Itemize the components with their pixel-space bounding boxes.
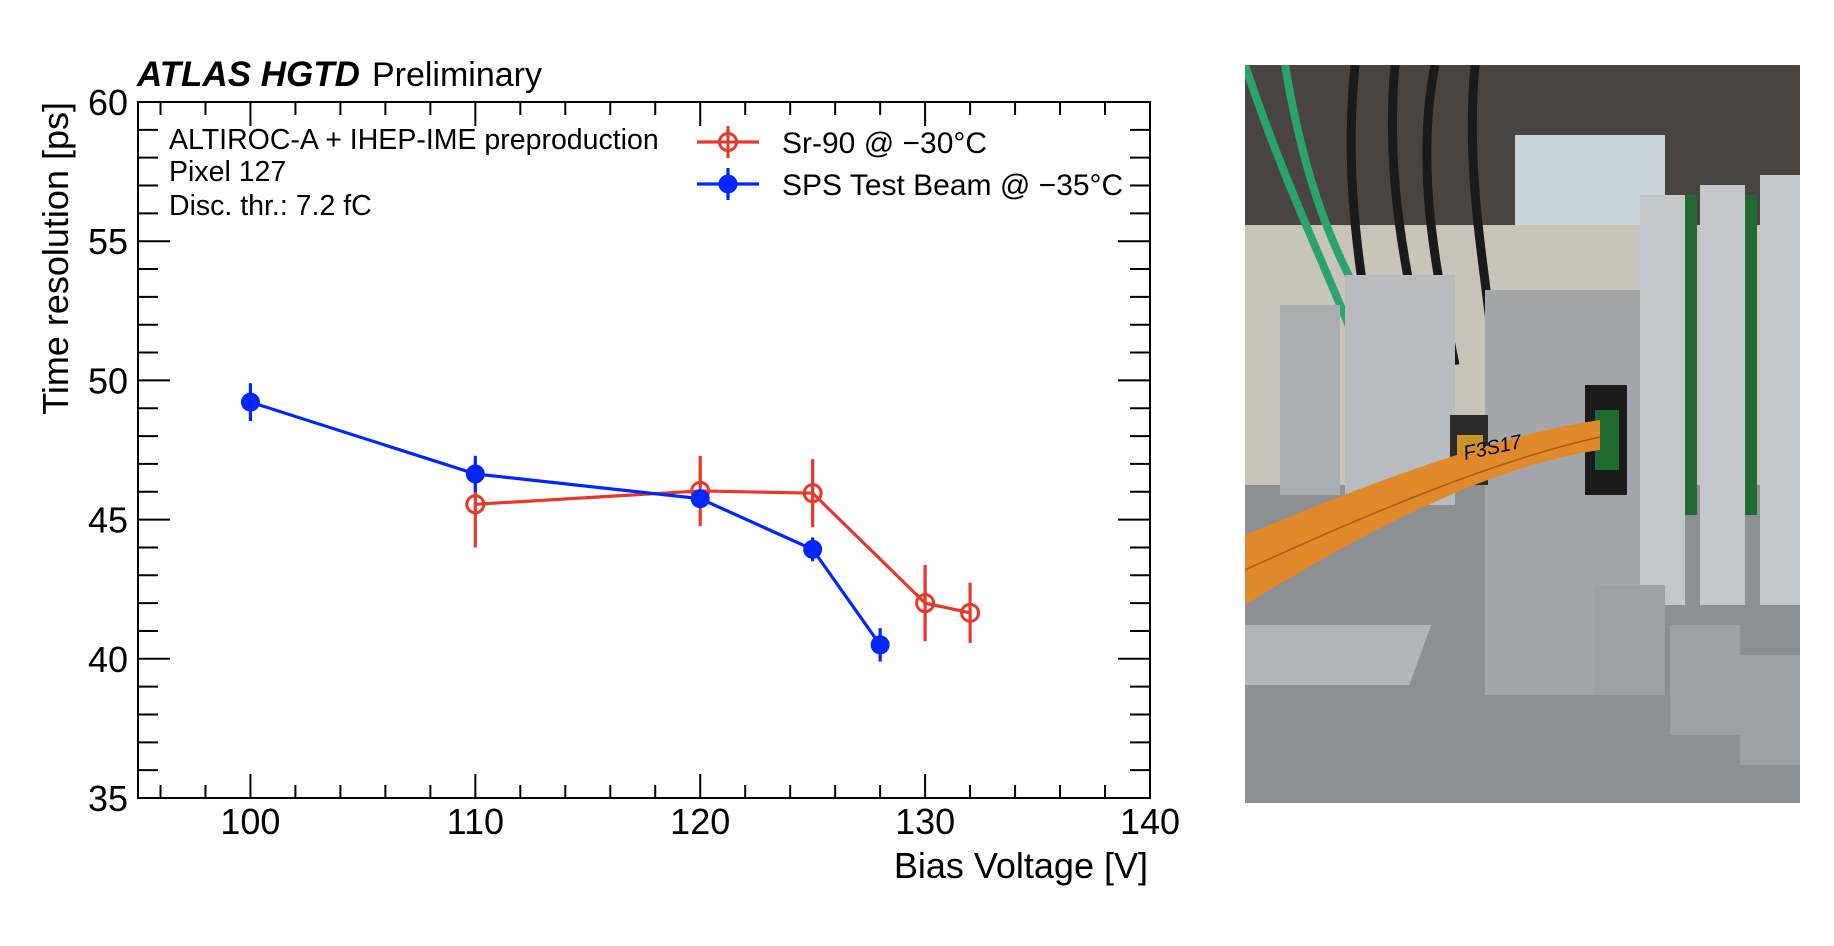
data-point <box>803 539 823 559</box>
series-sps-test-beam <box>240 383 890 662</box>
legend-label: SPS Test Beam @ −35°C <box>782 169 1123 202</box>
annotation-block: ALTIROC-A + IHEP-IME preproduction Pixel… <box>169 124 659 222</box>
annotation-line: ALTIROC-A + IHEP-IME preproduction <box>169 124 659 156</box>
plot-frame <box>137 101 1151 799</box>
flex-cable-highlight <box>1245 436 1601 571</box>
blade-pcb-1 <box>1685 195 1697 515</box>
chart: ATLAS HGTD Preliminary 100 110 120 130 140 3… <box>35 55 1180 886</box>
legend-marker-open-circle <box>697 126 759 158</box>
y-tick-labels: 35 40 45 50 55 60 <box>88 82 128 819</box>
blade-foot-2 <box>1670 625 1740 735</box>
x-tick-labels: 100 110 120 130 140 <box>220 801 1180 842</box>
axis-ticks <box>138 101 1151 799</box>
data-point <box>802 483 823 504</box>
detector-setup-photo: F3S17 <box>1245 65 1800 803</box>
x-axis-label: Bias Voltage [V] <box>894 845 1148 886</box>
detector-blade-2 <box>1700 185 1745 605</box>
data-point <box>870 635 890 655</box>
chart-title: ATLAS HGTD Preliminary <box>136 55 542 94</box>
y-tick-label: 55 <box>88 221 128 262</box>
y-axis-label: Time resolution [ps] <box>35 102 76 415</box>
y-tick-label: 40 <box>88 639 128 680</box>
series-sr90 <box>465 455 981 643</box>
x-tick-label: 130 <box>895 801 955 842</box>
status-label: Preliminary <box>372 56 542 94</box>
blade-pcb-2 <box>1745 195 1757 515</box>
data-point <box>690 489 710 509</box>
legend-point <box>718 174 738 194</box>
legend-label: Sr-90 @ −30°C <box>782 127 987 160</box>
x-tick-label: 100 <box>220 801 280 842</box>
experiment-label: ATLAS HGTD <box>136 55 360 94</box>
x-tick-label: 110 <box>447 801 504 842</box>
data-point <box>465 464 485 484</box>
data-point <box>240 392 260 412</box>
legend-entry-sps: SPS Test Beam @ −35°C <box>697 168 1123 202</box>
blade-foot-3 <box>1740 655 1800 765</box>
legend-entry-sr90: Sr-90 @ −30°C <box>697 126 987 160</box>
detector-blade-3 <box>1760 175 1800 605</box>
legend: Sr-90 @ −30°C SPS Test Beam @ −35°C <box>697 126 1123 202</box>
annotation-line: Pixel 127 <box>169 156 286 188</box>
x-tick-label: 120 <box>670 801 730 842</box>
y-tick-label: 45 <box>88 500 128 541</box>
x-tick-label: 140 <box>1120 801 1180 842</box>
legend-marker-filled-circle <box>697 168 759 200</box>
y-tick-label: 60 <box>88 82 128 123</box>
module-stack-left <box>1280 305 1340 495</box>
series-line <box>249 400 882 646</box>
flex-cable <box>1245 420 1600 605</box>
y-tick-label: 35 <box>88 778 128 819</box>
data-point <box>915 593 936 614</box>
annotation-line: Disc. thr.: 7.2 fC <box>169 190 372 222</box>
y-tick-label: 50 <box>88 360 128 401</box>
data-series <box>240 383 981 662</box>
blade-foot-1 <box>1595 585 1665 695</box>
data-point <box>465 494 486 515</box>
detector-blade-1 <box>1640 195 1685 605</box>
base-plate <box>1245 625 1432 685</box>
data-point <box>960 602 981 623</box>
